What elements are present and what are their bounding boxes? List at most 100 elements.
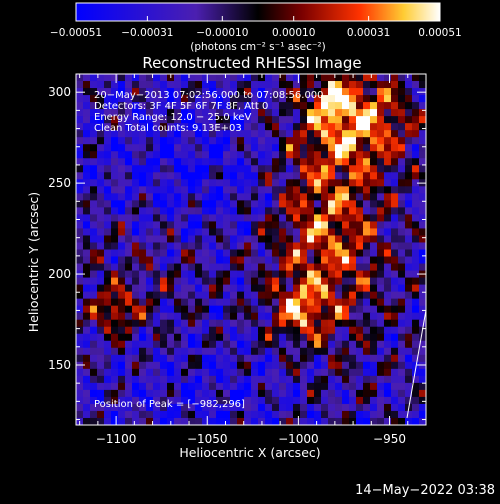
heatmap-cell xyxy=(314,410,322,419)
colorbar-gradient xyxy=(75,2,441,22)
heatmap-cell xyxy=(391,361,399,370)
heatmap-cell xyxy=(216,165,224,173)
heatmap-cell xyxy=(188,102,196,110)
heatmap-cell xyxy=(349,312,357,321)
heatmap-cell xyxy=(104,158,112,166)
heatmap-cell xyxy=(300,158,308,166)
heatmap-cell xyxy=(244,340,252,349)
heatmap-cell xyxy=(398,221,406,230)
heatmap-cell xyxy=(139,228,147,237)
heatmap-cell xyxy=(335,410,343,419)
heatmap-cell xyxy=(265,95,273,103)
heatmap-cell xyxy=(118,144,126,152)
heatmap-cell xyxy=(90,396,98,405)
heatmap-cell xyxy=(384,130,392,138)
heatmap-cell xyxy=(419,298,426,307)
heatmap-cell xyxy=(251,417,259,425)
heatmap-cell xyxy=(335,333,343,342)
heatmap-cell xyxy=(83,333,91,342)
heatmap-cell xyxy=(286,123,294,131)
heatmap-cell xyxy=(370,396,378,405)
heatmap-cell xyxy=(174,256,182,265)
heatmap-cell xyxy=(349,165,357,173)
heatmap-cell xyxy=(174,347,182,356)
heatmap-cell xyxy=(342,74,350,82)
heatmap-cell xyxy=(272,193,280,201)
heatmap-cell xyxy=(356,116,364,124)
heatmap-cell xyxy=(307,375,315,384)
heatmap-cell xyxy=(391,277,399,286)
heatmap-cell xyxy=(174,179,182,187)
heatmap-cell xyxy=(76,298,84,307)
heatmap-cell xyxy=(188,417,196,425)
heatmap-cell xyxy=(76,228,84,237)
heatmap-cell xyxy=(111,207,119,215)
heatmap-cell xyxy=(300,263,308,272)
heatmap-cell xyxy=(223,179,231,187)
heatmap-cell xyxy=(398,312,406,321)
heatmap-cell xyxy=(244,102,252,110)
heatmap-cell xyxy=(286,270,294,279)
heatmap-cell xyxy=(321,305,329,314)
heatmap-cell xyxy=(223,347,231,356)
heatmap-cell xyxy=(153,263,161,272)
heatmap-cell xyxy=(195,382,203,391)
heatmap-cell xyxy=(293,165,301,173)
heatmap-cell xyxy=(307,291,315,300)
heatmap-cell xyxy=(363,270,371,279)
heatmap-cell xyxy=(300,88,308,96)
heatmap-cell xyxy=(139,214,147,223)
heatmap-cell xyxy=(356,382,364,391)
heatmap-cell xyxy=(223,340,231,349)
heatmap-cell xyxy=(181,305,189,314)
heatmap-cell xyxy=(76,137,84,145)
heatmap-cell xyxy=(272,284,280,293)
heatmap-cell xyxy=(76,116,84,124)
heatmap-cell xyxy=(118,102,126,110)
heatmap-cell xyxy=(104,95,112,103)
heatmap-cell xyxy=(300,277,308,286)
heatmap-cell xyxy=(104,81,112,89)
heatmap-cell xyxy=(83,403,91,412)
colorbar-tick-label: −0.00031 xyxy=(121,27,173,39)
heatmap-cell xyxy=(335,179,343,187)
heatmap-cell xyxy=(328,81,336,89)
heatmap-cell xyxy=(279,375,287,384)
heatmap-cell xyxy=(90,151,98,159)
heatmap-cell xyxy=(104,130,112,138)
heatmap-cell xyxy=(321,151,329,159)
heatmap-cell xyxy=(279,221,287,230)
heatmap-cell xyxy=(391,102,399,110)
heatmap-cell xyxy=(258,158,266,166)
heatmap-cell xyxy=(216,256,224,265)
heatmap-cell xyxy=(279,396,287,405)
heatmap-cell xyxy=(405,186,413,194)
heatmap-cell xyxy=(132,102,140,110)
heatmap-cell xyxy=(83,389,91,398)
heatmap-cell xyxy=(181,263,189,272)
heatmap-cell xyxy=(356,403,364,412)
heatmap-cell xyxy=(146,137,154,145)
heatmap-cell xyxy=(167,410,175,419)
heatmap-cell xyxy=(223,144,231,152)
heatmap-cell xyxy=(244,389,252,398)
heatmap-cell xyxy=(125,207,133,215)
heatmap-cell xyxy=(118,242,126,251)
heatmap-cell xyxy=(174,200,182,208)
heatmap-cell xyxy=(90,263,98,272)
heatmap-cell xyxy=(314,102,322,110)
heatmap-cell xyxy=(195,158,203,166)
heatmap-cell xyxy=(237,410,245,419)
heatmap-cell xyxy=(139,179,147,187)
heatmap-cell xyxy=(293,312,301,321)
heatmap-cell xyxy=(83,109,91,117)
heatmap-cell xyxy=(300,389,308,398)
heatmap-cell xyxy=(363,193,371,201)
heatmap-cell xyxy=(160,109,168,117)
heatmap-cell xyxy=(307,305,315,314)
footer-timestamp: 14−May−2022 03:38 xyxy=(355,483,495,498)
heatmap-cell xyxy=(181,109,189,117)
heatmap-cell xyxy=(335,235,343,244)
heatmap-cell xyxy=(363,109,371,117)
heatmap-cell xyxy=(202,137,210,145)
